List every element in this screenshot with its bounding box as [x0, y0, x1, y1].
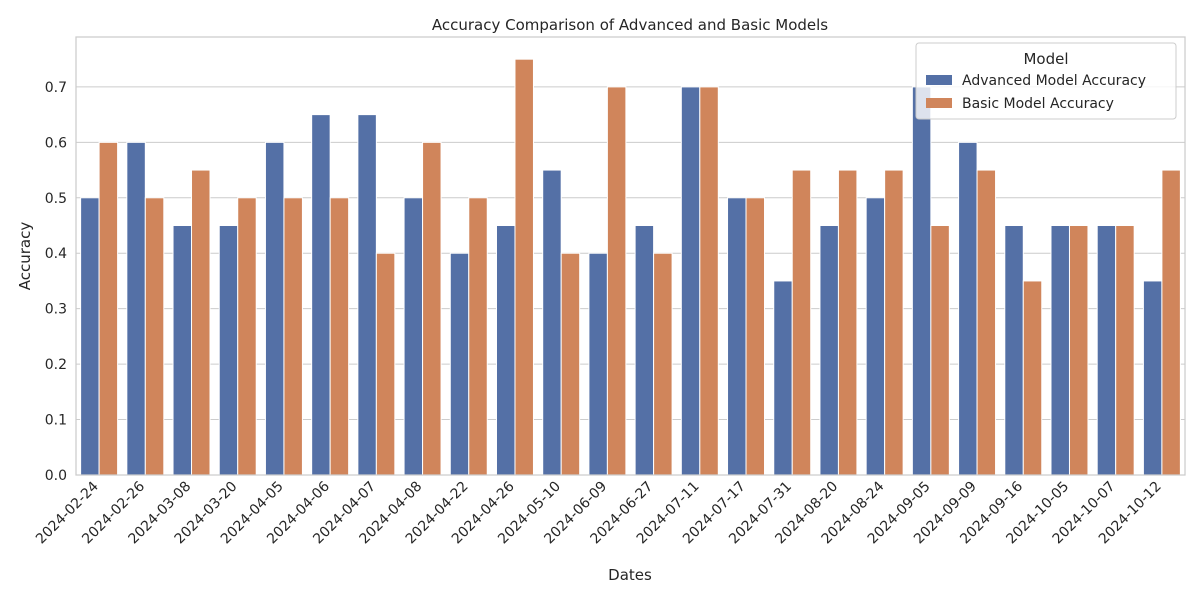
y-tick-label: 0.3 [45, 302, 67, 318]
bar-basic-2024-03-20 [237, 197, 257, 476]
y-axis-label: Accuracy [16, 222, 34, 291]
legend-swatch-basic [926, 98, 952, 108]
legend: Model Advanced Model Accuracy Basic Mode… [915, 42, 1177, 120]
bar-basic-2024-04-22 [468, 197, 488, 476]
bar-basic-2024-10-12 [1161, 169, 1181, 476]
bar-advanced-2024-08-20 [819, 225, 839, 476]
bar-advanced-2024-06-09 [588, 252, 608, 476]
bar-advanced-2024-04-06 [311, 114, 331, 476]
bar-advanced-2024-03-08 [172, 225, 193, 476]
bar-basic-2024-10-05 [1068, 225, 1089, 476]
bar-basic-2024-06-27 [653, 252, 673, 476]
bar-advanced-2024-07-17 [727, 197, 747, 476]
bar-advanced-2024-02-26 [126, 141, 146, 476]
bar-advanced-2024-04-08 [403, 197, 424, 476]
y-tick-label: 0.4 [45, 246, 67, 262]
bar-advanced-2024-03-20 [218, 225, 239, 476]
bar-basic-2024-08-24 [884, 169, 904, 476]
bar-basic-2024-04-06 [329, 197, 350, 476]
bars [80, 58, 1181, 476]
legend-label-basic: Basic Model Accuracy [962, 96, 1114, 112]
bar-advanced-2024-08-24 [865, 197, 886, 476]
bar-advanced-2024-09-05 [911, 86, 932, 476]
bar-basic-2024-02-26 [144, 197, 165, 476]
y-tick-label: 0.5 [45, 191, 67, 207]
bar-advanced-2024-10-05 [1050, 225, 1070, 476]
y-tick-label: 0.6 [45, 135, 67, 151]
bar-basic-2024-04-07 [375, 252, 396, 476]
bar-advanced-2024-10-12 [1142, 280, 1163, 476]
bar-basic-2024-02-24 [98, 141, 119, 476]
bar-basic-2024-04-08 [422, 141, 442, 476]
bar-basic-2024-09-16 [1022, 280, 1043, 476]
bar-advanced-2024-07-31 [773, 280, 793, 476]
y-tick-label: 0.2 [45, 357, 67, 373]
bar-basic-2024-07-11 [699, 86, 719, 476]
legend-swatch-advanced [926, 75, 952, 85]
bar-advanced-2024-09-09 [958, 141, 978, 476]
bar-basic-2024-04-26 [514, 58, 534, 476]
bar-advanced-2024-05-10 [542, 169, 562, 476]
bar-basic-2024-04-05 [283, 197, 303, 476]
y-tick-label: 0.0 [45, 468, 67, 484]
legend-box [915, 42, 1177, 120]
bar-advanced-2024-09-16 [1004, 225, 1024, 476]
bar-advanced-2024-04-26 [495, 225, 516, 476]
bar-advanced-2024-02-24 [80, 197, 100, 476]
bar-basic-2024-07-17 [745, 197, 766, 476]
y-tick-label: 0.7 [45, 80, 67, 96]
bar-basic-2024-10-07 [1115, 225, 1135, 476]
bar-basic-2024-05-10 [560, 252, 581, 476]
bar-advanced-2024-04-22 [449, 252, 470, 476]
bar-advanced-2024-04-05 [264, 141, 285, 476]
y-tick-label: 0.1 [45, 413, 67, 429]
legend-label-advanced: Advanced Model Accuracy [962, 73, 1146, 89]
bar-basic-2024-08-20 [837, 169, 858, 476]
bar-basic-2024-07-31 [791, 169, 812, 476]
bar-basic-2024-09-09 [976, 169, 997, 476]
chart-title: Accuracy Comparison of Advanced and Basi… [432, 16, 828, 34]
plot-frame [75, 36, 1186, 476]
bar-advanced-2024-10-07 [1096, 225, 1117, 476]
bar-advanced-2024-07-11 [680, 86, 701, 476]
bar-advanced-2024-06-27 [634, 225, 655, 476]
bar-advanced-2024-04-07 [357, 114, 377, 476]
legend-title: Model [1023, 50, 1068, 68]
y-tick-labels: 0.0 0.1 0.2 0.3 0.4 0.5 0.6 0.7 [45, 80, 67, 484]
bar-basic-2024-09-05 [930, 225, 950, 476]
bar-basic-2024-06-09 [606, 86, 627, 476]
x-axis-label: Dates [608, 566, 652, 584]
bar-basic-2024-03-08 [191, 169, 211, 476]
